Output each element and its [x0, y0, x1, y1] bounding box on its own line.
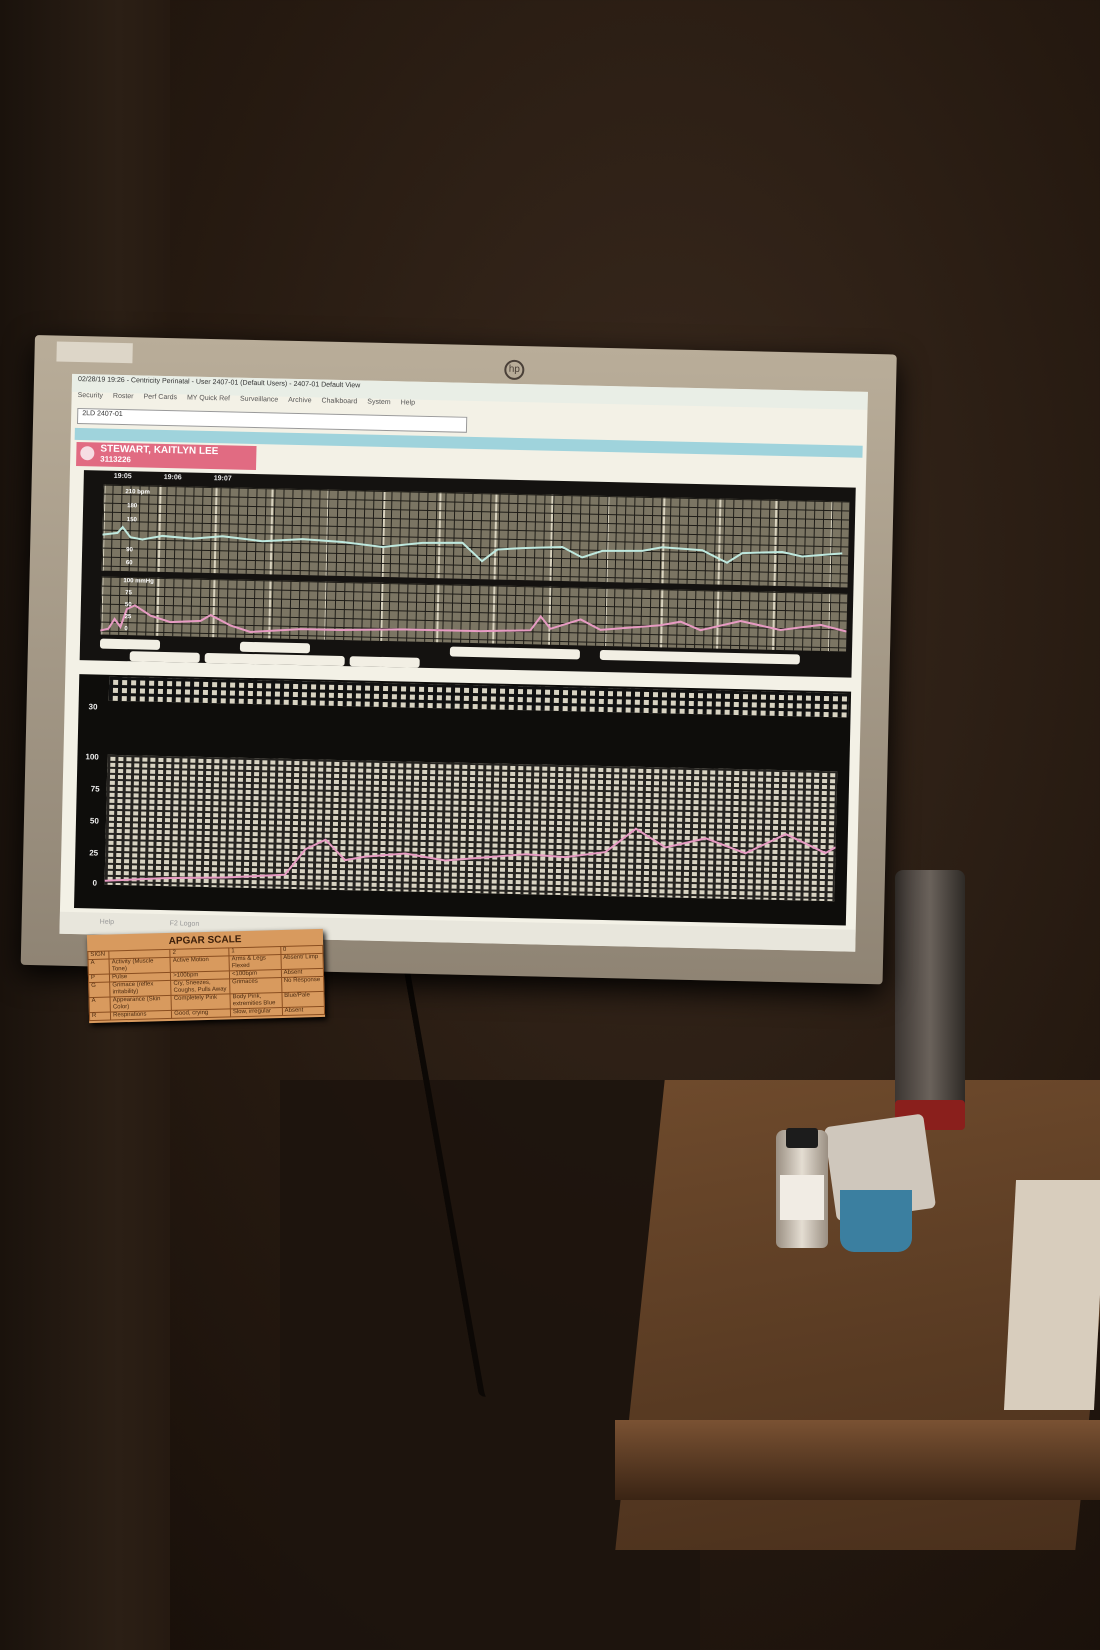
fhr-tick: 150 — [126, 517, 137, 524]
strip-button[interactable] — [449, 646, 581, 660]
apgar-cell: Appearance (Skin Color) — [110, 995, 172, 1013]
uc-tick: 50 — [89, 816, 99, 826]
uc-tick: 25 — [89, 848, 99, 858]
vial-cap — [786, 1128, 818, 1148]
menu-help[interactable]: Help — [400, 399, 416, 407]
asset-sticker — [56, 341, 133, 364]
contraction-history: 30 100 75 50 25 0 — [74, 674, 852, 926]
apgar-cell: Blue/Pale — [281, 991, 325, 1008]
menu-surveillance[interactable]: Surveillance — [239, 395, 279, 404]
toco-unit-label: 100 mmHg — [123, 578, 154, 585]
cabinet — [280, 1080, 700, 1650]
history-grid — [108, 676, 850, 718]
apgar-cell: Grimaces — [229, 977, 282, 994]
uc-trace — [104, 827, 837, 882]
apgar-cell: A — [88, 959, 110, 975]
fhr-trace — [102, 525, 843, 564]
menu-security[interactable]: Security — [77, 391, 104, 400]
patient-banner[interactable]: STEWART, KAITLYN LEE 3113226 — [76, 441, 257, 471]
menu-quick-ref[interactable]: MY Quick Ref — [186, 394, 231, 403]
toco-tick: 75 — [125, 590, 132, 597]
uc-tick: 100 — [85, 752, 99, 762]
apgar-cell: Grimace (reflex irritability) — [109, 980, 172, 998]
toco-trace — [100, 604, 847, 633]
time-tick: 19:07 — [213, 475, 232, 483]
apgar-cell: Completely Pink — [171, 993, 231, 1011]
history-label: 30 — [88, 702, 98, 712]
fhr-tick: 60 — [125, 560, 133, 567]
apgar-cell: Arms & Legs Flexed — [228, 954, 282, 971]
apgar-cell: No Response — [281, 976, 324, 993]
fhr-tick: 180 — [127, 503, 138, 510]
apgar-cell: Activity (Muscle Tone) — [109, 957, 171, 975]
monitor: hp 02/28/19 19:26 - Centricity Perinatal… — [20, 335, 897, 985]
blue-cup — [840, 1190, 912, 1252]
apgar-cell: Body Pink, extremities Blue — [229, 992, 283, 1009]
patient-icon — [80, 446, 95, 461]
fetal-strip: 19:05 19:06 19:07 210 bpm 180 150 90 60 … — [79, 470, 856, 678]
apgar-cell: A — [89, 997, 111, 1013]
menu-roster[interactable]: Roster — [112, 392, 134, 401]
menu-system[interactable]: System — [367, 398, 391, 407]
apgar-table: SIGN 2 1 0 A Activity (Muscle Tone) Active… — [87, 945, 325, 1021]
strip-button[interactable] — [239, 641, 311, 654]
apgar-cell: Respirations — [110, 1010, 172, 1021]
apgar-cell: R — [89, 1012, 111, 1021]
apgar-cell: Slow, irregular — [230, 1007, 283, 1017]
fhr-grid: 210 bpm 180 150 90 60 — [101, 484, 850, 588]
hp-logo: hp — [504, 359, 525, 381]
taskbar-help[interactable]: Help — [99, 918, 115, 926]
taskbar-logon[interactable]: F2 Logon — [169, 920, 200, 928]
uc-tick: 0 — [92, 878, 98, 888]
menu-archive[interactable]: Archive — [288, 396, 312, 405]
paper-stack — [1003, 1180, 1100, 1410]
uc-grid — [104, 754, 838, 902]
strip-button[interactable] — [349, 656, 420, 668]
monitor-arm — [895, 870, 965, 1130]
screen: 02/28/19 19:26 - Centricity Perinatal - … — [59, 373, 868, 952]
toco-grid: 100 mmHg 75 50 25 0 — [100, 576, 848, 652]
strip-button[interactable] — [599, 649, 800, 665]
toco-tick: 50 — [124, 602, 132, 609]
uc-tick: 75 — [90, 784, 100, 794]
desk-edge — [615, 1420, 1100, 1500]
apgar-cell: Good, crying — [171, 1008, 231, 1019]
toco-tick: 25 — [124, 614, 132, 621]
apgar-cell: Absent — [282, 1006, 325, 1016]
menu-perf-cards[interactable]: Perf Cards — [143, 393, 178, 402]
vial-label — [780, 1175, 824, 1220]
apgar-cell: Active Motion — [170, 955, 230, 973]
strip-button[interactable] — [99, 638, 161, 650]
apgar-cell: Cry, Sneezes, Coughs, Pulls Away — [170, 978, 230, 996]
menu-chalkboard[interactable]: Chalkboard — [321, 397, 358, 406]
apgar-card: APGAR SCALE SIGN 2 1 0 A Activity (Muscle… — [86, 928, 326, 1024]
time-tick: 19:06 — [163, 473, 182, 482]
apgar-cell: Absent/ Limp — [280, 953, 324, 970]
strip-button[interactable] — [204, 652, 345, 667]
toco-tick: 0 — [124, 626, 128, 633]
time-tick: 19:05 — [113, 472, 132, 481]
fhr-tick: 90 — [126, 547, 133, 554]
fhr-unit-label: 210 bpm — [125, 489, 150, 496]
patient-mrn: 3113226 — [100, 454, 132, 465]
strip-button[interactable] — [129, 651, 200, 663]
apgar-cell: G — [88, 982, 111, 998]
